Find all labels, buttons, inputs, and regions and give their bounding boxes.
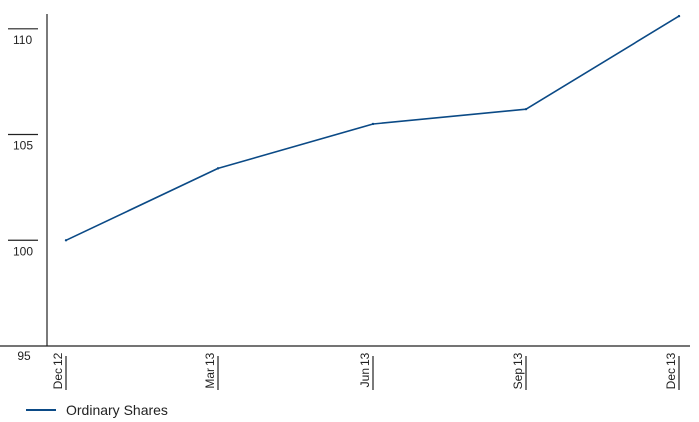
- data-point: [64, 239, 68, 242]
- legend-swatch-ordinary-shares: [26, 409, 56, 411]
- x-tick-year: 12: [51, 352, 65, 366]
- series-line-ordinary-shares: [65, 15, 680, 242]
- series-layer: [64, 14, 681, 242]
- legend-label-ordinary-shares: Ordinary Shares: [66, 402, 168, 418]
- data-point: [216, 167, 220, 170]
- y-axis: 95 100 105 110: [8, 14, 48, 363]
- data-point: [524, 107, 528, 111]
- data-point: [677, 14, 681, 18]
- x-tick-month: Dec: [51, 368, 65, 389]
- x-tick-year: 13: [664, 352, 678, 366]
- x-tick-month: Jun: [358, 368, 372, 387]
- x-tick-year: 13: [358, 352, 372, 366]
- x-tick-month: Mar: [203, 368, 217, 389]
- x-tick-month: Sep: [511, 368, 525, 390]
- y-tick-label: 100: [13, 244, 33, 258]
- data-point: [371, 122, 375, 126]
- x-tick-year: 13: [511, 352, 525, 366]
- y-tick-label: 95: [17, 349, 31, 363]
- y-tick-label: 105: [13, 139, 33, 153]
- x-axis: 12 Dec 13 Mar 13 Jun 13 Sep 13 Dec: [0, 345, 690, 390]
- x-tick-month: Dec: [664, 368, 678, 389]
- x-tick-year: 13: [203, 352, 217, 366]
- legend: Ordinary Shares: [26, 402, 168, 418]
- y-tick-label: 110: [13, 33, 32, 47]
